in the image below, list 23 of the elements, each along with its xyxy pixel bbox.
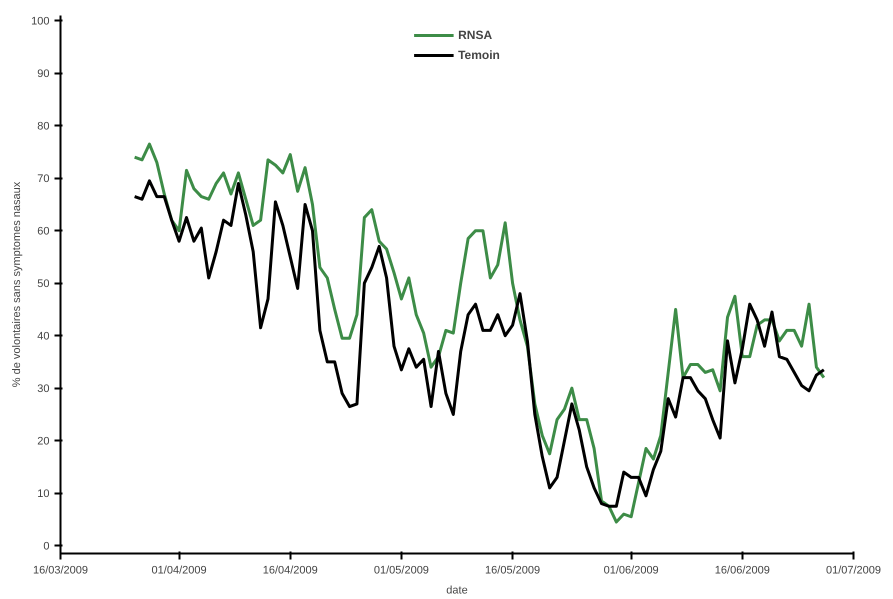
y-tick-label: 0 xyxy=(43,540,50,553)
x-tick-label: 01/06/2009 xyxy=(604,564,659,576)
y-tick-label: 50 xyxy=(37,278,50,290)
x-tick-label: 16/03/2009 xyxy=(32,564,88,576)
y-tick-label: 10 xyxy=(37,488,50,500)
y-tick-label: 70 xyxy=(37,173,50,186)
x-tick-label: 16/04/2009 xyxy=(262,564,318,576)
legend-label: Temoin xyxy=(458,48,500,62)
y-tick-label: 40 xyxy=(37,330,50,343)
legend-label: RNSA xyxy=(458,28,492,42)
y-tick-label: 80 xyxy=(37,120,50,133)
x-tick-label: 01/04/2009 xyxy=(152,564,207,576)
x-tick-label: 16/05/2009 xyxy=(485,564,540,576)
x-axis-title: date xyxy=(446,584,468,596)
y-tick-label: 60 xyxy=(37,226,50,238)
x-tick-label: 01/05/2009 xyxy=(374,564,429,576)
y-tick-label: 90 xyxy=(37,68,50,80)
y-tick-label: 20 xyxy=(37,436,50,448)
y-tick-label: 100 xyxy=(31,16,50,28)
x-tick-label: 01/07/2009 xyxy=(826,564,882,576)
y-tick-label: 30 xyxy=(37,383,50,396)
y-axis-title: % de volontaires sans symptomes nasaux xyxy=(11,181,24,388)
x-tick-label: 16/06/2009 xyxy=(714,564,770,576)
